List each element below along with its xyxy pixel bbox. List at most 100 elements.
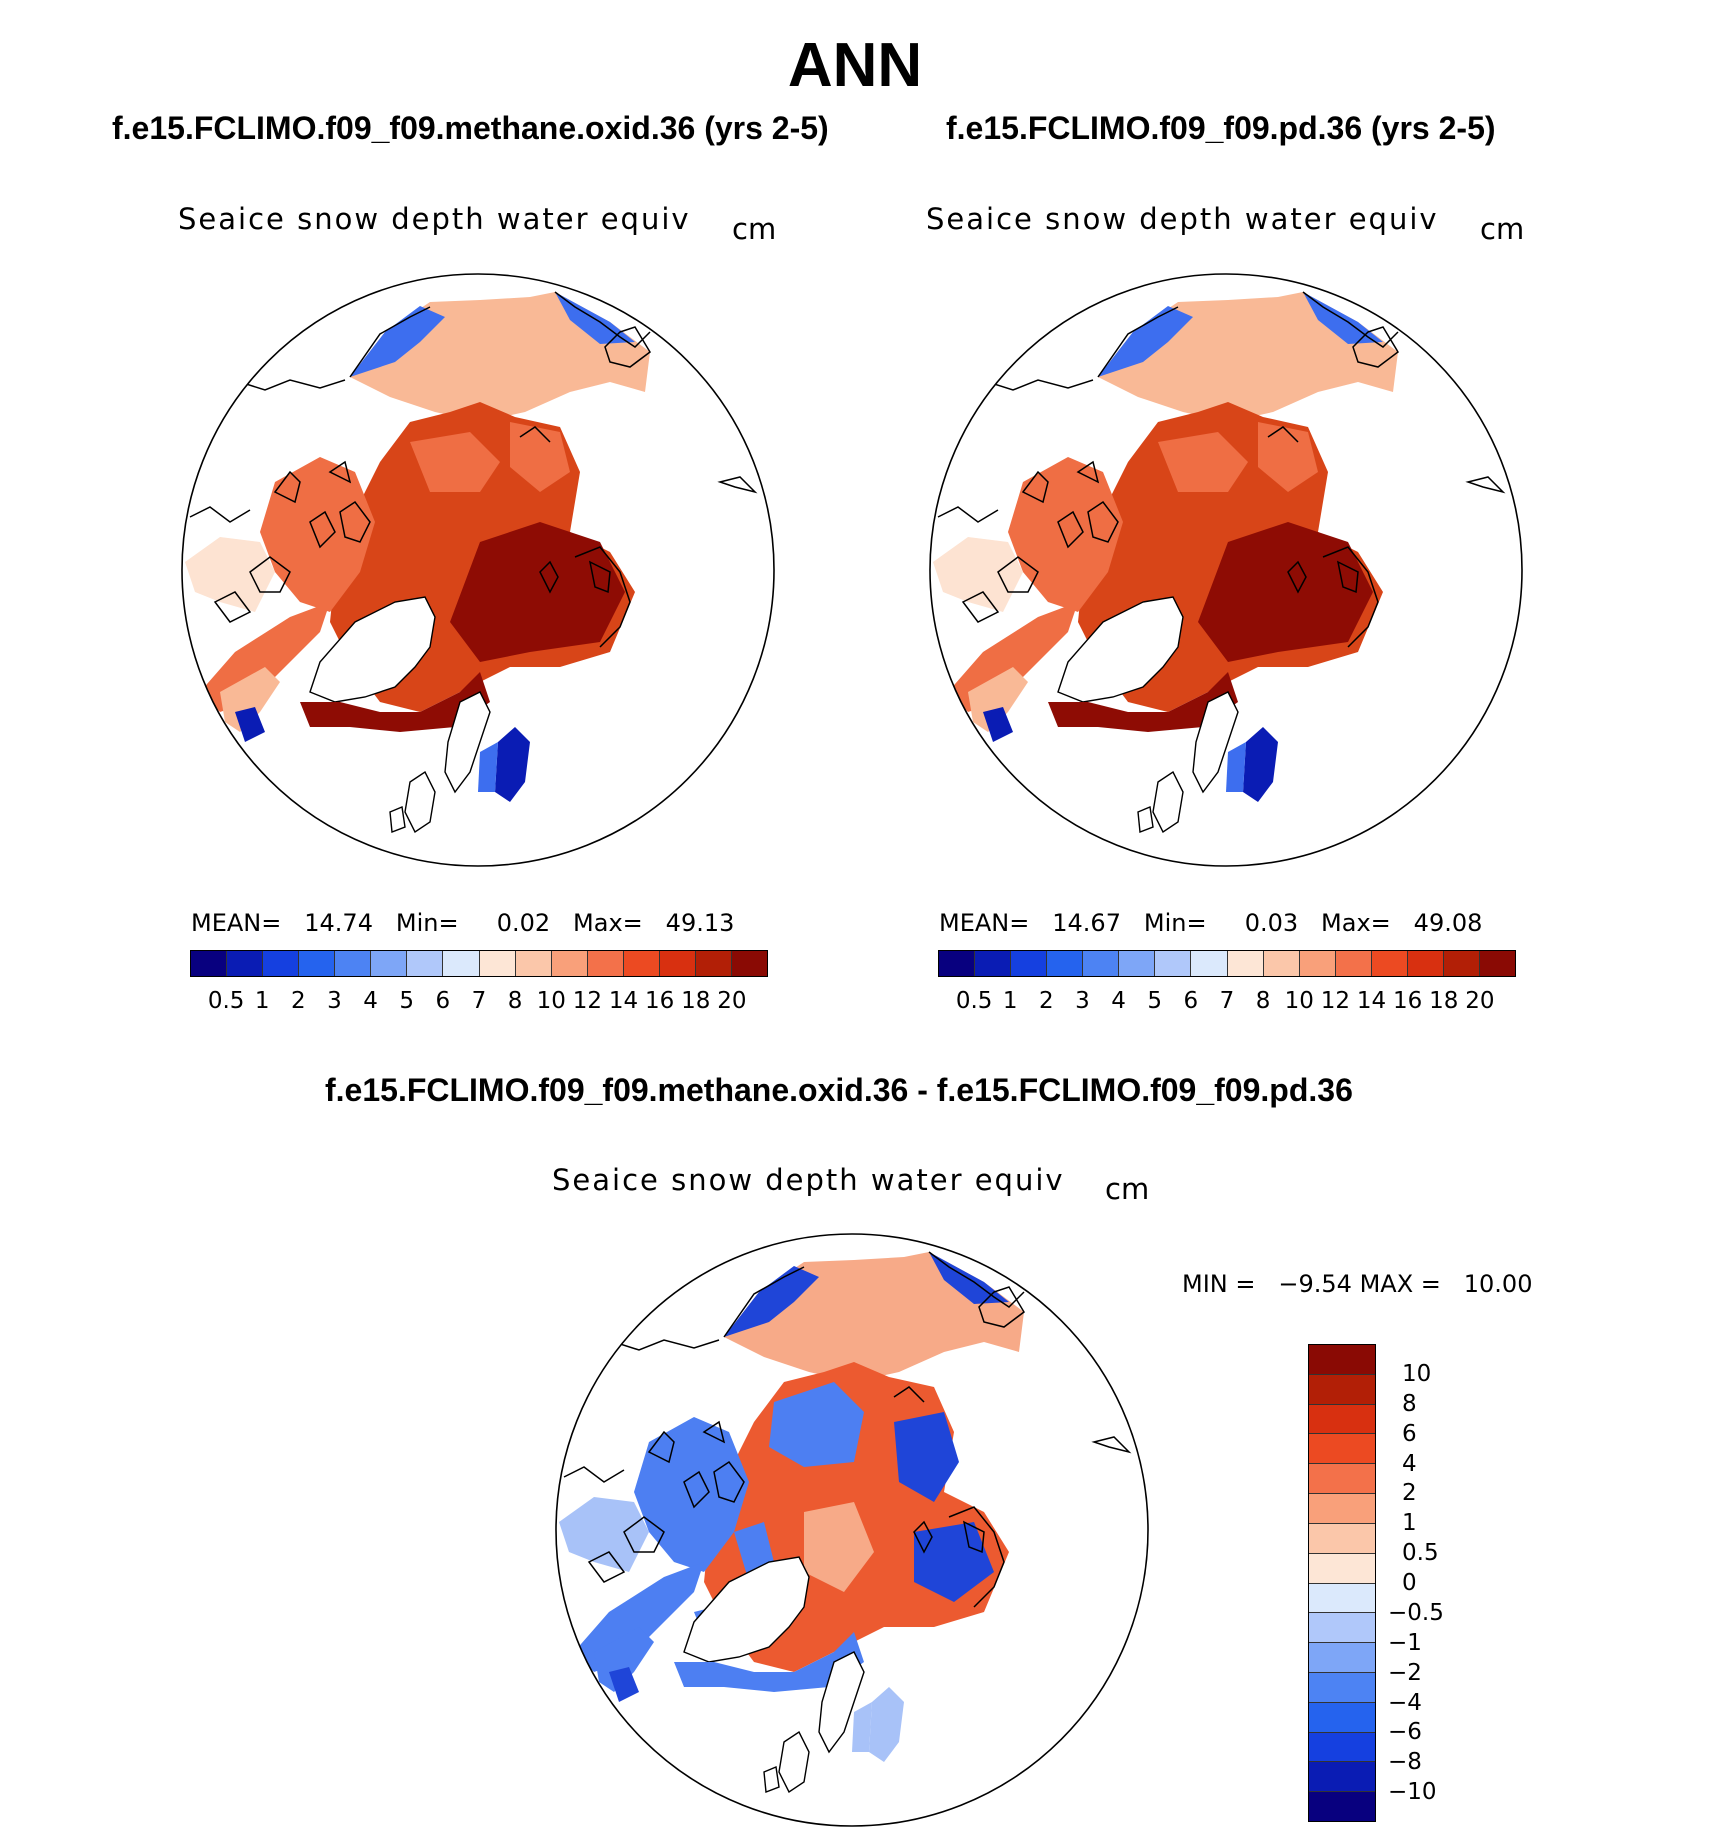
coastline <box>213 591 252 623</box>
coastline <box>1091 1436 1132 1454</box>
colorbar-tick-label: 8 <box>1402 1390 1417 1417</box>
colorbar-swatch <box>1335 951 1372 976</box>
colorbar-tick-label: −8 <box>1388 1749 1422 1776</box>
colorbar-tick-label: 14 <box>608 988 639 1014</box>
colorbar-swatch <box>731 951 767 976</box>
coastline <box>519 426 551 443</box>
colorbar-tick-label: 4 <box>1111 988 1126 1014</box>
colorbar-tick-label: 6 <box>1402 1420 1417 1447</box>
colorbar-tick-label: 20 <box>1465 988 1495 1014</box>
colorbar-swatch <box>587 951 624 976</box>
colorbar-swatch <box>695 951 732 976</box>
stats-control: MEAN= 14.67 Min= 0.03 Max= 49.08 <box>939 909 1482 937</box>
colorbar-swatch <box>975 951 1012 976</box>
colorbar-tick-label: 4 <box>363 988 378 1014</box>
colorbar-tick-label: −2 <box>1388 1659 1422 1686</box>
colorbar-swatch <box>1309 1643 1375 1673</box>
colorbar-test <box>190 950 768 977</box>
colorbar-tick-label: 12 <box>572 988 603 1014</box>
coastline <box>309 510 336 549</box>
colorbar-swatch <box>443 951 480 976</box>
colorbar-swatch <box>1371 951 1408 976</box>
coastline <box>249 556 291 593</box>
colorbar-tick-label: 1 <box>1402 1510 1417 1537</box>
colorbar-swatch <box>1309 1434 1375 1465</box>
stats-test: MEAN= 14.74 Min= 0.02 Max= 49.13 <box>191 909 734 937</box>
colorbar-tick-label: 5 <box>399 988 415 1014</box>
coastline <box>962 1520 985 1554</box>
coastline <box>1352 326 1399 368</box>
polar-map-test <box>181 273 775 867</box>
coastline <box>1302 291 1399 348</box>
coastline <box>1465 476 1506 494</box>
map-boundary <box>929 273 1523 867</box>
colorbar-swatch <box>1155 951 1192 976</box>
colorbar-swatch <box>1309 1494 1375 1524</box>
colorbar-swatch <box>659 951 696 976</box>
coastline <box>928 1251 1025 1308</box>
colorbar-tick-label: 1 <box>254 988 270 1014</box>
coastline <box>713 1460 745 1503</box>
coastline <box>349 306 431 378</box>
colorbar-swatch <box>1309 1762 1375 1793</box>
colorbar-tick-label: 6 <box>435 988 451 1014</box>
max-label: MAX = <box>1359 1270 1441 1298</box>
colorbar-swatch <box>515 951 552 976</box>
coastline <box>997 556 1039 593</box>
colorbar-tick-label: 6 <box>1183 988 1199 1014</box>
coastline <box>717 476 758 494</box>
colorbar-swatch <box>939 951 976 976</box>
colorbar-tick-label: 8 <box>1255 988 1271 1014</box>
colorbar-swatch <box>1407 951 1444 976</box>
coastline <box>539 560 559 594</box>
polar-map-control <box>929 273 1523 867</box>
colorbar-swatch <box>551 951 588 976</box>
colorbar-labels-control: 0.5 1 2 3 4 5 6 7 8 10 12 14 16 18 20 <box>938 988 1516 1018</box>
coastline <box>948 1506 1005 1608</box>
colorbar-difference <box>1308 1344 1376 1822</box>
colorbar-swatch <box>227 951 264 976</box>
min-label: MIN = <box>1182 1270 1256 1298</box>
coastline <box>723 1266 805 1338</box>
colorbar-tick-label: −0.5 <box>1388 1599 1444 1626</box>
colorbar-swatch <box>407 951 444 976</box>
min-value: 0.03 <box>1244 909 1299 937</box>
colorbar-swatch <box>1263 951 1300 976</box>
units-label-control: cm <box>1480 212 1525 246</box>
coastline <box>961 591 1000 623</box>
mean-value: 14.74 <box>304 909 373 937</box>
panel-title-difference: f.e15.FCLIMO.f09_f09.methane.oxid.36 - f… <box>325 1072 1353 1108</box>
colorbar-tick-label: 0 <box>1402 1570 1417 1596</box>
colorbar-tick-label: 10 <box>1402 1360 1432 1387</box>
max-value: 10.00 <box>1463 1270 1533 1298</box>
colorbar-swatch <box>1309 1523 1375 1554</box>
coastline <box>1021 470 1049 504</box>
coastline <box>588 560 611 594</box>
coastline <box>683 1470 710 1509</box>
max-label: Max= <box>573 909 643 937</box>
colorbar-swatch <box>1191 951 1228 976</box>
max-value: 49.08 <box>1413 909 1483 937</box>
colorbar-labels-test: 0.5 1 2 3 4 5 6 7 8 10 12 14 16 18 20 <box>190 988 768 1018</box>
map-boundary <box>181 273 775 867</box>
colorbar-swatch <box>191 951 228 976</box>
mean-label: MEAN= <box>939 909 1030 937</box>
colorbar-tick-label: 18 <box>681 988 711 1014</box>
min-value: −9.54 <box>1278 1270 1352 1298</box>
coastline <box>273 470 301 504</box>
colorbar-tick-label: 18 <box>1429 988 1459 1014</box>
coastline <box>937 506 999 523</box>
colorbar-swatch <box>335 951 372 976</box>
coastline <box>339 500 371 543</box>
colorbar-tick-label: 16 <box>644 988 675 1014</box>
colorbar-control <box>938 950 1516 977</box>
colorbar-swatch <box>1309 1613 1375 1644</box>
coastline <box>1287 560 1307 594</box>
colorbar-swatch <box>1309 1792 1375 1821</box>
coastline <box>913 1520 933 1554</box>
polar-map-difference <box>555 1233 1149 1827</box>
colorbar-tick-label: −6 <box>1388 1719 1422 1746</box>
colorbar-tick-label: 20 <box>717 988 747 1014</box>
coastline <box>1076 460 1100 484</box>
coastline <box>893 1386 925 1403</box>
